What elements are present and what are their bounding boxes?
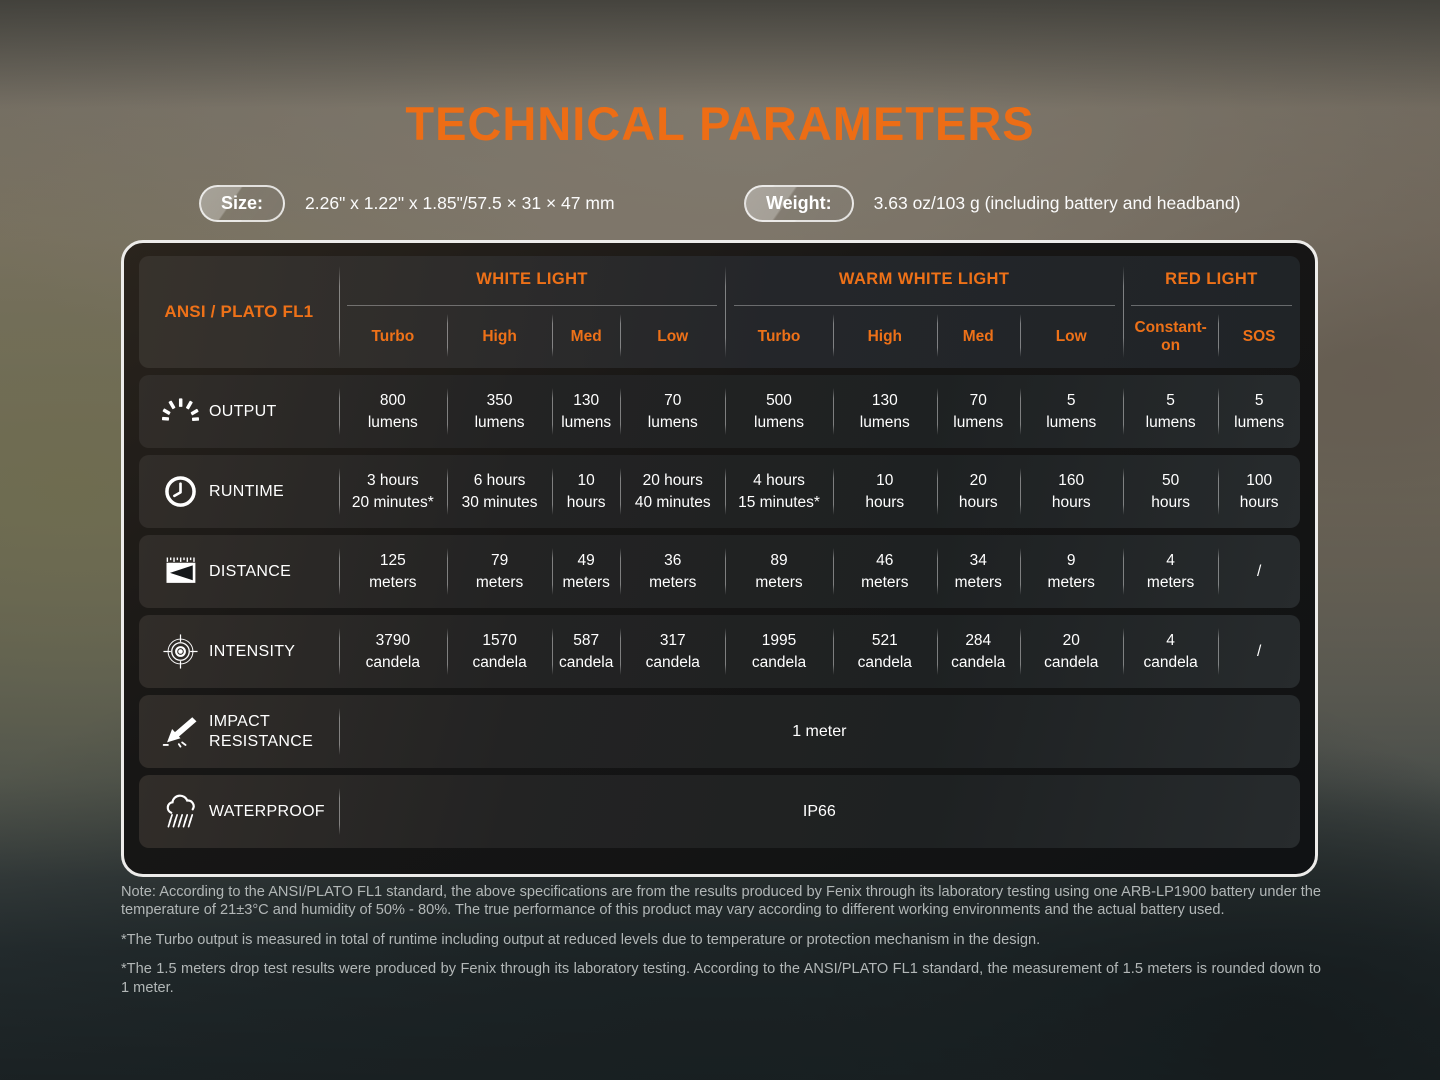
weight-value: 3.63 oz/103 g (including battery and hea… bbox=[873, 193, 1241, 213]
value-cell: 10 hours bbox=[865, 471, 905, 511]
corner-label: ANSI / PLATO FL1 bbox=[164, 302, 314, 321]
value-cell: 4 hours 15 minutes* bbox=[738, 471, 820, 511]
table-row-impact-resistance: IMPACT RESISTANCE 1 meter bbox=[139, 695, 1300, 768]
table-row-output: OUTPUT 800 lumens 350 lumens 130 lumens 70 lumen… bbox=[139, 375, 1300, 448]
value-cell: 4 candela bbox=[1143, 631, 1198, 671]
mode-header-low: Low bbox=[1055, 328, 1087, 346]
value-cell: 5 lumens bbox=[1145, 391, 1196, 431]
value-cell: / bbox=[1257, 562, 1262, 580]
value-cell: 36 meters bbox=[649, 551, 697, 591]
value-cell: 1570 candela bbox=[472, 631, 527, 671]
table-row-distance: DISTANCE 125 meters 79 meters 49 meters 36 meter… bbox=[139, 535, 1300, 608]
mode-header-sos: SOS bbox=[1242, 328, 1276, 346]
size-value: 2.26" x 1.22" x 1.85"/57.5 × 31 × 47 mm bbox=[305, 193, 615, 213]
mode-header-high: High bbox=[482, 328, 517, 346]
value-cell: 6 hours 30 minutes bbox=[461, 471, 538, 511]
size-spec: Size: 2.26" x 1.22" x 1.85"/57.5 × 31 × … bbox=[199, 185, 615, 222]
row-label-text: DISTANCE bbox=[209, 562, 292, 580]
mode-header-med: Med bbox=[962, 328, 994, 346]
footnotes: Note: According to the ANSI/PLATO FL1 st… bbox=[121, 883, 1321, 1008]
group-header-white-light: WHITE LIGHT bbox=[476, 270, 588, 288]
note-turbo: *The Turbo output is measured in total o… bbox=[121, 931, 1041, 948]
technical-parameters-table: ANSI / PLATO FL1 WHITE LIGHT Turbo High Med… bbox=[121, 240, 1318, 877]
value-cell: 1995 candela bbox=[751, 631, 807, 671]
value-cell: 317 candela bbox=[645, 631, 700, 671]
value-cell: 100 hours bbox=[1239, 471, 1279, 511]
value-cell: 587 candela bbox=[559, 631, 614, 671]
table-header: ANSI / PLATO FL1 WHITE LIGHT Turbo High Med… bbox=[139, 256, 1300, 368]
clock-icon bbox=[160, 473, 200, 511]
value-cell: 130 lumens bbox=[561, 391, 612, 431]
mode-header-turbo: Turbo bbox=[757, 328, 801, 346]
row-label-intensity: INTENSITY bbox=[139, 615, 339, 688]
waterproof-icon bbox=[160, 793, 200, 831]
value-cell: 79 meters bbox=[475, 551, 524, 591]
value-cell: 50 hours bbox=[1151, 471, 1190, 511]
beam-distance-icon bbox=[160, 553, 200, 591]
value-cell: 89 meters bbox=[755, 551, 803, 591]
mode-header-high: High bbox=[867, 328, 902, 346]
row-label-text: INTENSITY bbox=[209, 642, 296, 660]
weight-pill-label: Weight: bbox=[766, 193, 832, 213]
row-label-waterproof: WATERPROOF bbox=[139, 775, 339, 848]
value-cell: 10 hours bbox=[566, 471, 606, 511]
target-icon bbox=[160, 633, 200, 671]
note-standard: Note: According to the ANSI/PLATO FL1 st… bbox=[121, 884, 1321, 919]
value-cell: 20 candela bbox=[1044, 631, 1099, 671]
table-row-waterproof: WATERPROOF IP66 bbox=[139, 775, 1300, 848]
row-label-runtime: RUNTIME bbox=[139, 455, 339, 528]
value-cell: / bbox=[1257, 642, 1262, 660]
weight-pill: Weight: bbox=[744, 185, 854, 222]
table-row-intensity: INTENSITY 3790 candela 1570 candela 587 candel… bbox=[139, 615, 1300, 688]
row-label-text: OUTPUT bbox=[209, 402, 277, 420]
value-cell: 46 meters bbox=[861, 551, 909, 591]
value-cell: 350 lumens bbox=[474, 391, 525, 431]
sunrise-icon bbox=[160, 393, 200, 431]
mode-header-turbo: Turbo bbox=[371, 328, 415, 346]
value-cell: 284 candela bbox=[951, 631, 1006, 671]
impact-resistance-value: 1 meter bbox=[792, 722, 847, 740]
row-label-impact-resistance: IMPACT RESISTANCE bbox=[139, 695, 339, 768]
value-cell: 160 hours bbox=[1051, 471, 1091, 511]
impact-icon bbox=[160, 713, 200, 751]
row-label-output: OUTPUT bbox=[139, 375, 339, 448]
size-pill: Size: bbox=[199, 185, 286, 222]
value-cell: 125 meters bbox=[369, 551, 417, 591]
value-cell: 5 lumens bbox=[1046, 391, 1097, 431]
value-cell: 34 meters bbox=[954, 551, 1002, 591]
value-cell: 4 meters bbox=[1146, 551, 1195, 591]
mode-header-constant-on: Constant-on bbox=[1134, 319, 1207, 354]
group-header-red-light: RED LIGHT bbox=[1165, 270, 1258, 288]
row-label-text: IMPACT RESISTANCE bbox=[209, 712, 314, 750]
value-cell: 500 lumens bbox=[754, 391, 804, 431]
value-cell: 70 lumens bbox=[953, 391, 1004, 431]
page-title: TECHNICAL PARAMETERS bbox=[405, 97, 1035, 150]
row-label-text: RUNTIME bbox=[209, 482, 284, 500]
mode-header-med: Med bbox=[570, 328, 602, 346]
value-cell: 130 lumens bbox=[859, 391, 910, 431]
size-pill-label: Size: bbox=[221, 193, 264, 213]
value-cell: 49 meters bbox=[562, 551, 610, 591]
mode-header-low: Low bbox=[657, 328, 689, 346]
value-cell: 70 lumens bbox=[647, 391, 698, 431]
value-cell: 5 lumens bbox=[1234, 391, 1285, 431]
value-cell: 800 lumens bbox=[367, 391, 418, 431]
value-cell: 521 candela bbox=[857, 631, 912, 671]
weight-spec: Weight: 3.63 oz/103 g (including battery… bbox=[744, 185, 1240, 222]
value-cell: 20 hours bbox=[958, 471, 998, 511]
row-label-distance: DISTANCE bbox=[139, 535, 339, 608]
group-header-warm-white-light: WARM WHITE LIGHT bbox=[838, 270, 1010, 288]
value-cell: 9 meters bbox=[1047, 551, 1095, 591]
value-cell: 20 hours 40 minutes bbox=[634, 471, 711, 511]
note-drop-test: *The 1.5 meters drop test results were p… bbox=[121, 961, 1321, 996]
value-cell: 3 hours 20 minutes* bbox=[351, 471, 434, 511]
waterproof-value: IP66 bbox=[802, 802, 836, 820]
table-row-runtime: RUNTIME 3 hours 20 minutes* 6 hours 30 minut… bbox=[139, 455, 1300, 528]
value-cell: 3790 candela bbox=[365, 631, 420, 671]
row-label-text: WATERPROOF bbox=[209, 802, 325, 820]
